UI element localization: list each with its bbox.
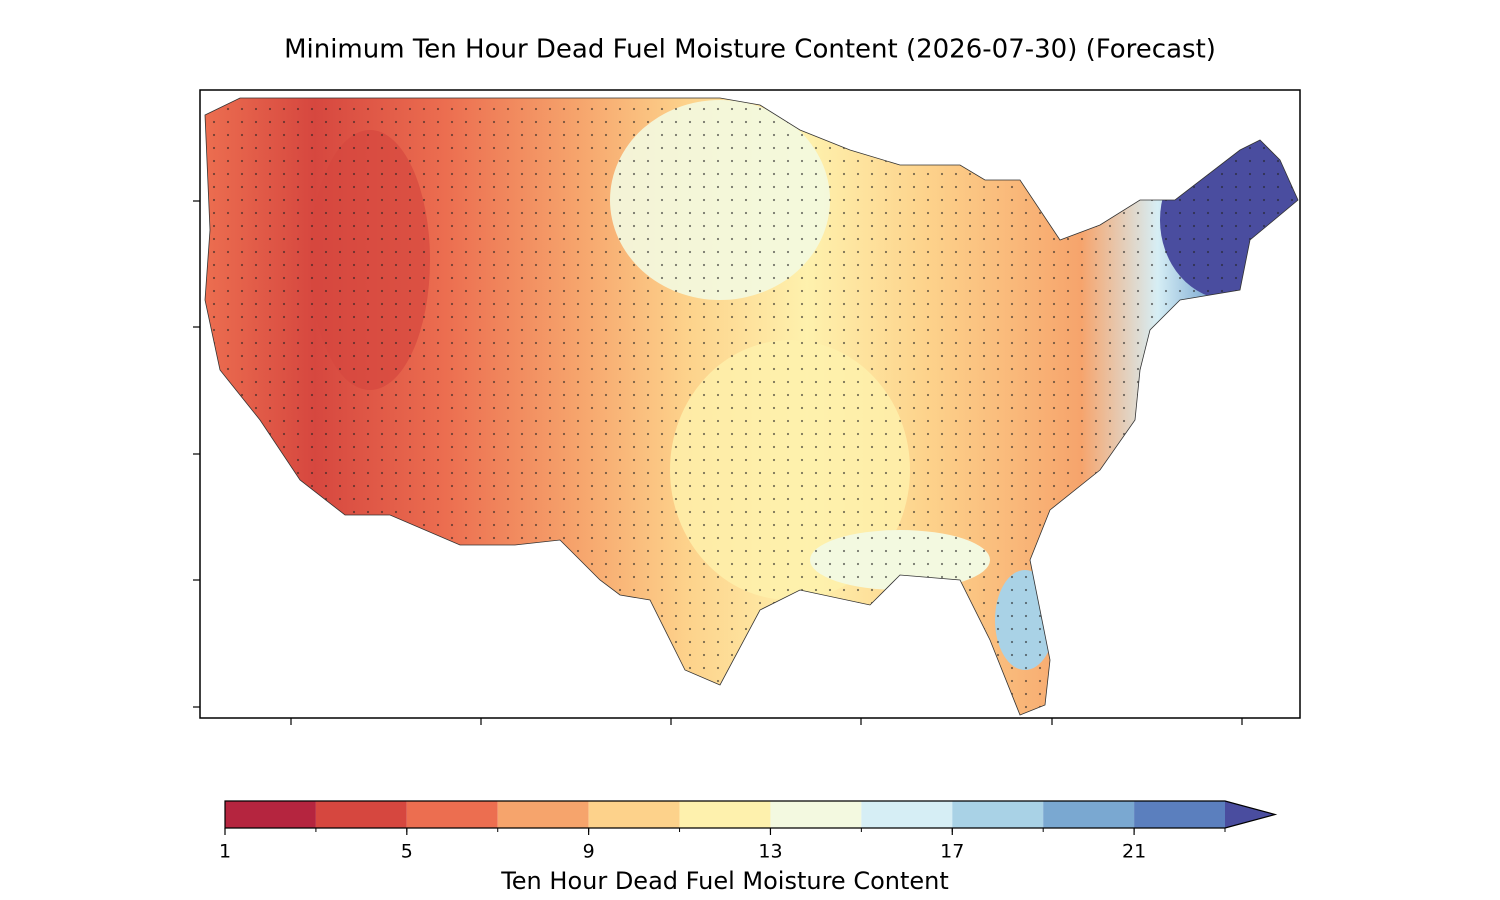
colorbar-segment: [406, 801, 498, 828]
colorbar: 1 5 9 13 17 21: [219, 800, 1278, 863]
colorbar-segment: [770, 801, 862, 828]
colorbar-tick-label: 5: [401, 841, 413, 863]
colorbar-tick-label: 21: [1122, 841, 1146, 863]
map-title: Minimum Ten Hour Dead Fuel Moisture Cont…: [284, 35, 1216, 65]
colorbar-segment: [861, 801, 953, 828]
colorbar-label: Ten Hour Dead Fuel Moisture Content: [500, 867, 949, 895]
colorbar-segment: [315, 801, 407, 828]
colorbar-outline: [224, 800, 1278, 829]
colorbar-segment: [1043, 801, 1135, 828]
colorbar-segment: [1134, 801, 1225, 828]
colorbar-segment: [588, 801, 680, 828]
colorbar-extension: [1225, 801, 1275, 828]
colorbar-tick-label: 17: [940, 841, 964, 863]
axis-ticks: [193, 200, 1243, 725]
colorbar-tick-label: 1: [219, 841, 231, 863]
colorbar-tick-label: 13: [758, 841, 782, 863]
colorbar-segment: [225, 801, 316, 828]
colorbar-segment: [952, 801, 1044, 828]
colorbar-segment: [497, 801, 589, 828]
map: [193, 89, 1301, 725]
colorbar-segment: [679, 801, 771, 828]
colorbar-tick-label: 9: [583, 841, 595, 863]
